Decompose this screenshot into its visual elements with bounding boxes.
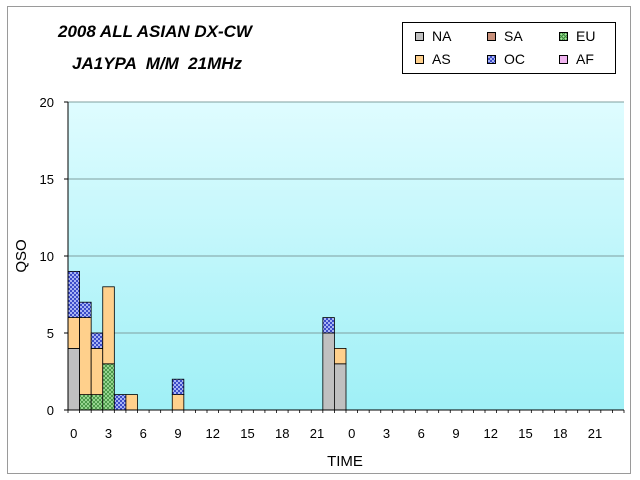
y-tick-label: 0 (47, 403, 54, 418)
y-axis-label: QSO (13, 239, 30, 272)
legend-label: AF (576, 51, 594, 67)
bar-segment-oc-22 (322, 317, 335, 334)
bar-segment-as-3 (102, 286, 115, 365)
chart-legend: NA SA EU AS OC AF (402, 22, 616, 74)
legend-item-as: AS (415, 50, 451, 68)
y-tick-label: 5 (47, 326, 54, 341)
x-tick-label: 18 (553, 426, 567, 441)
legend-label: OC (504, 51, 525, 67)
x-tick-label: 15 (518, 426, 532, 441)
x-tick-label: 6 (140, 426, 147, 441)
bar-segment-eu-3 (102, 363, 115, 411)
bar-segment-as-1 (79, 317, 92, 396)
bar-segment-eu-2 (90, 394, 104, 411)
bar-segment-oc-2 (90, 332, 104, 349)
x-tick-label: 9 (174, 426, 181, 441)
bar-segment-as-9 (171, 394, 185, 411)
bar-segment-oc-0 (67, 270, 80, 318)
x-tick-label: 0 (70, 426, 77, 441)
legend-label: SA (504, 28, 523, 44)
chart-subtitle: JA1YPA M/M 21MHz (72, 54, 243, 73)
legend-swatch (487, 31, 496, 41)
bar-segment-na-22 (322, 332, 335, 411)
bar-segment-as-5 (125, 394, 138, 411)
x-tick-label: 0 (348, 426, 355, 441)
legend-swatch (487, 54, 496, 64)
bar-segment-oc-4 (113, 394, 127, 411)
legend-item-oc: OC (487, 50, 525, 68)
y-tick-label: 15 (40, 172, 54, 187)
chart-title: 2008 ALL ASIAN DX-CW (58, 22, 252, 41)
y-tick-label: 20 (40, 95, 54, 110)
bar-segment-as-0 (67, 317, 80, 349)
bar-segment-as-2 (90, 347, 104, 395)
legend-label: EU (576, 28, 596, 44)
x-tick-label: 9 (452, 426, 459, 441)
legend-label: NA (432, 28, 452, 44)
bar-segment-eu-1 (79, 394, 92, 411)
x-tick-label: 15 (240, 426, 254, 441)
legend-item-af: AF (559, 50, 594, 68)
y-tick-label: 10 (40, 249, 54, 264)
bar-segment-na-23 (334, 363, 347, 411)
bar-segment-oc-9 (171, 378, 185, 396)
x-tick-label: 6 (418, 426, 425, 441)
bar-segment-as-23 (334, 347, 347, 365)
legend-swatch (415, 54, 424, 64)
legend-swatch (559, 31, 568, 41)
legend-item-na: NA (415, 27, 451, 45)
legend-swatch (415, 31, 424, 41)
x-tick-label: 21 (588, 426, 602, 441)
x-tick-label: 12 (484, 426, 498, 441)
legend-swatch (559, 54, 568, 64)
legend-item-eu: EU (559, 27, 595, 45)
legend-item-sa: SA (487, 27, 523, 45)
x-tick-label: 21 (310, 426, 324, 441)
x-tick-label: 12 (206, 426, 220, 441)
x-tick-label: 3 (383, 426, 390, 441)
bar-segment-na-0 (67, 347, 80, 411)
x-tick-label: 18 (275, 426, 289, 441)
x-axis-label: TIME (327, 453, 363, 470)
x-tick-label: 3 (105, 426, 112, 441)
legend-label: AS (432, 51, 451, 67)
bar-segment-oc-1 (79, 301, 92, 319)
